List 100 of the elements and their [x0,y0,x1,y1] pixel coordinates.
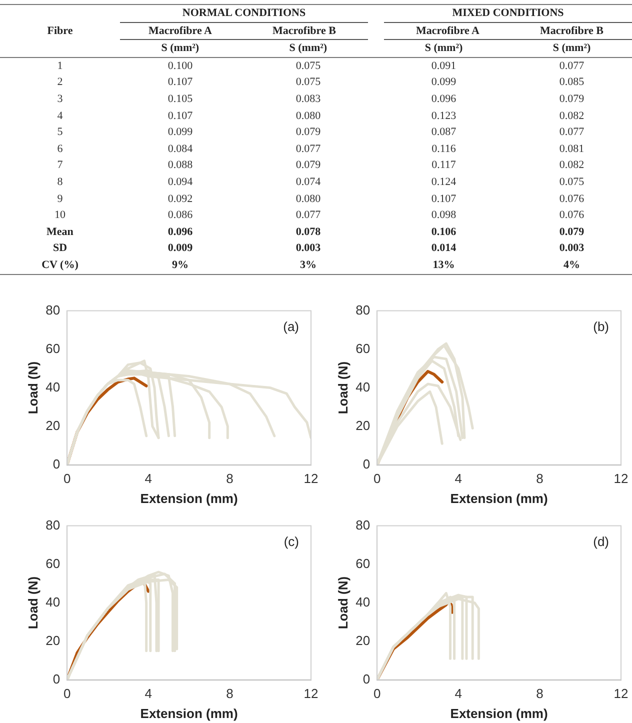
data-label: 0.014 [430,241,458,256]
y-tick-label: 1 [56,58,64,74]
y-axis-title: Load (N) [25,361,40,414]
data-label: 0.079 [558,224,586,240]
annotation: (a) [283,318,299,334]
y-tick-label: 7 [56,158,64,174]
data-label: 0.107 [430,192,458,207]
y-tick-label: 0 [362,671,370,686]
x-tick-label: 4 [454,471,462,486]
data-label: 0.083 [294,92,322,107]
annotation: (c) [284,534,299,549]
y-axis-title: Load (N) [25,576,40,630]
y-tick-label: 2 [56,75,64,90]
y-axis-title: Load (N) [335,361,350,414]
x-axis-title: Extension (mm) [450,490,548,506]
data-label: 0.096 [166,224,194,240]
y-tick-label: 9 [56,192,64,207]
text: NORMAL CONDITIONS [120,5,368,23]
data-label: 0.075 [294,58,322,74]
data-label: 0.078 [294,224,322,240]
data-label: 0.107 [166,75,194,90]
data-label: 0.076 [558,192,586,207]
data-label: 0.074 [294,174,322,190]
x-tick-label: 12 [304,471,318,486]
data-label: 0.079 [294,125,322,140]
data-label: 0.009 [166,241,194,256]
text: S (mm²) [376,40,512,58]
data-label: 0.082 [558,158,586,174]
data-label: 0.080 [294,192,322,207]
x-tick-label: 4 [454,686,462,702]
data-label: 0.092 [166,192,194,207]
y-tick-label: 60 [46,556,60,571]
data-label: 0.077 [558,125,586,140]
text: S (mm²) [120,40,240,58]
y-tick-label: 20 [356,632,370,648]
data-label: 0.099 [166,125,194,140]
text: S (mm²) [512,40,632,58]
data-label: 0.088 [166,158,194,174]
y-tick-label: 60 [356,340,370,356]
y-tick-label: 80 [356,302,370,318]
x-tick-label: Macrofibre A [120,22,240,40]
data-label: 0.124 [430,174,458,190]
x-tick-label: 12 [614,471,628,486]
x-tick-label: Macrofibre B [512,22,632,40]
y-axis-title: Fibre [0,4,120,58]
data-label: 0.077 [294,142,322,157]
data-label: 9% [120,256,240,274]
x-tick-label: Macrofibre B [240,22,368,40]
data-label: 0.003 [294,241,322,256]
annotation: (d) [593,534,609,549]
x-axis-title: Extension (mm) [140,706,238,721]
data-label: 0.100 [166,58,194,74]
data-label: 0.107 [166,108,194,124]
x-tick-label: 4 [144,471,152,486]
y-tick-label: 40 [356,594,370,610]
y-tick-label: Mean [46,224,74,240]
y-tick-label: 40 [46,594,60,610]
data-label: 0.085 [558,75,586,90]
y-tick-label: 20 [356,418,370,433]
data-label: 0.116 [430,142,457,157]
data-label: 0.117 [430,158,457,174]
y-tick-label: 8 [56,174,64,190]
y-tick-label: SD [52,241,68,256]
data-label: 0.081 [558,142,586,157]
y-tick-label: 6 [56,142,64,157]
data-label: 3% [240,256,376,274]
data-label: 0.082 [558,108,586,124]
y-tick-label: 60 [356,556,370,571]
x-tick-label: 4 [144,686,152,702]
data-label: 0.094 [166,174,194,190]
data-label: 0.096 [430,92,458,107]
y-tick-label: 10 [54,208,66,224]
data-label: 13% [376,256,512,274]
y-tick-label: 40 [46,379,60,394]
data-label: 0.105 [166,92,194,107]
y-tick-label: 20 [46,632,60,648]
x-tick-label: 0 [373,686,381,702]
x-tick-label: 12 [614,686,628,702]
y-tick-label: CV (%) [0,256,120,274]
data-label: 0.086 [166,208,194,224]
x-tick-label: Macrofibre A [384,22,512,40]
x-tick-label: 8 [226,471,234,486]
x-axis-title: Extension (mm) [450,706,548,721]
y-tick-label: 0 [52,671,60,686]
data-label: 0.079 [558,92,586,107]
annotation: (b) [593,318,609,334]
y-tick-label: 60 [46,340,60,356]
x-tick-label: 12 [304,686,318,702]
data-label: 0.098 [430,208,458,224]
y-tick-label: 5 [56,125,64,140]
data-label: 0.099 [430,75,458,90]
text: MIXED CONDITIONS [384,5,632,23]
data-label: 0.087 [430,125,458,140]
y-tick-label: 80 [356,517,370,532]
y-tick-label: 0 [362,456,370,472]
x-tick-label: 0 [373,471,381,486]
data-label: 0.091 [430,58,458,74]
y-tick-label: 40 [356,379,370,394]
y-tick-label: 20 [46,418,60,433]
y-tick-label: 80 [46,517,60,532]
